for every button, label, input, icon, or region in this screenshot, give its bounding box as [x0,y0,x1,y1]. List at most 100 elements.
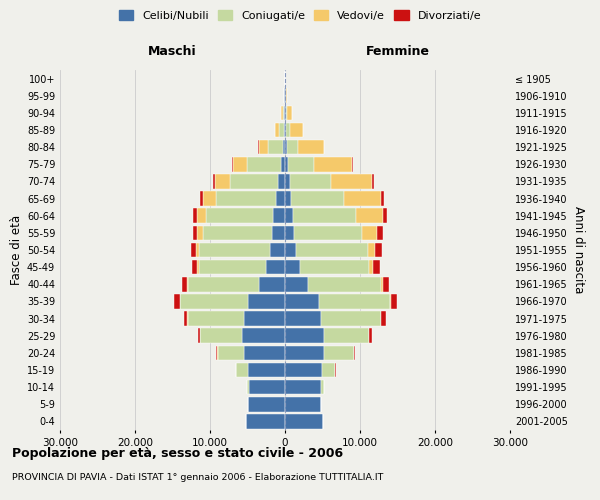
Text: Femmine: Femmine [365,45,430,58]
Bar [285,294,319,308]
Bar [280,122,284,138]
Bar [290,122,303,138]
Bar [285,122,286,138]
Bar [212,174,215,188]
Bar [285,260,300,274]
Bar [198,328,200,343]
Bar [197,208,205,223]
Bar [193,226,197,240]
Bar [284,88,285,103]
Bar [247,380,249,394]
Bar [285,157,288,172]
Bar [375,242,382,258]
Bar [382,312,386,326]
Bar [286,122,290,138]
Bar [286,106,287,120]
Bar [199,242,270,258]
Bar [285,362,322,378]
Bar [200,328,241,343]
Bar [270,242,285,258]
Bar [276,192,285,206]
Bar [343,192,381,206]
Bar [281,157,285,172]
Bar [372,174,373,188]
Bar [285,277,308,291]
Bar [390,294,391,308]
Bar [216,192,276,206]
Bar [233,157,247,172]
Bar [287,106,292,120]
Legend: Celibi/Nubili, Coniugati/e, Vedovi/e, Divorziati/e: Celibi/Nubili, Coniugati/e, Vedovi/e, Di… [117,8,483,23]
Bar [229,174,278,188]
Bar [199,260,266,274]
Bar [300,260,369,274]
Bar [319,294,390,308]
Bar [285,242,296,258]
Bar [324,346,354,360]
Bar [321,312,381,326]
Bar [293,208,356,223]
Bar [175,294,179,308]
Bar [291,192,343,206]
Bar [369,260,373,274]
Bar [285,312,321,326]
Bar [369,328,372,343]
Bar [244,312,285,326]
Bar [248,362,285,378]
Bar [285,192,291,206]
Bar [314,157,352,172]
Bar [232,157,233,172]
Bar [286,88,287,103]
Bar [182,277,187,291]
Bar [290,174,331,188]
Bar [285,208,293,223]
Bar [281,106,283,120]
Bar [285,346,324,360]
Bar [191,242,196,258]
Bar [285,106,286,120]
Text: Maschi: Maschi [148,45,197,58]
Bar [244,346,285,360]
Y-axis label: Fasce di età: Fasce di età [10,215,23,285]
Bar [218,346,244,360]
Bar [285,414,323,428]
Bar [354,346,355,360]
Bar [200,192,203,206]
Bar [285,397,321,411]
Bar [285,174,290,188]
Bar [278,174,285,188]
Bar [248,397,285,411]
Bar [324,328,369,343]
Bar [352,157,353,172]
Bar [383,208,387,223]
Bar [187,277,259,291]
Bar [288,157,314,172]
Bar [283,106,284,120]
Bar [381,277,383,291]
Bar [193,208,197,223]
Bar [236,362,248,378]
Bar [294,226,361,240]
Bar [241,328,285,343]
Bar [248,294,285,308]
Y-axis label: Anni di nascita: Anni di nascita [572,206,585,294]
Bar [196,242,199,258]
Bar [203,192,216,206]
Bar [381,192,383,206]
Bar [377,226,383,240]
Bar [308,277,381,291]
Bar [296,242,367,258]
Bar [287,140,298,154]
Bar [298,140,324,154]
Bar [268,140,283,154]
Bar [180,294,248,308]
Bar [259,277,285,291]
Bar [192,260,197,274]
Bar [383,277,389,291]
Bar [356,208,383,223]
Bar [273,208,285,223]
Bar [266,260,285,274]
Bar [367,242,375,258]
Bar [259,140,268,154]
Bar [215,174,229,188]
